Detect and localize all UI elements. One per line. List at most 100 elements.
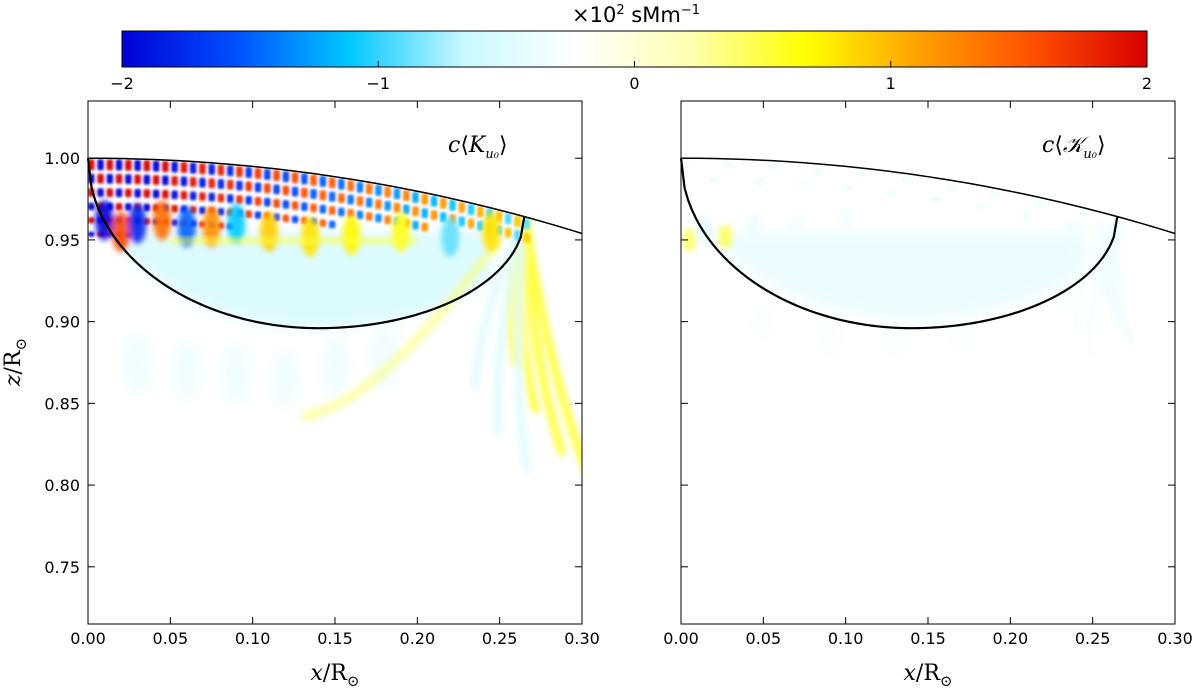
colorbar-tick-label: −1 xyxy=(366,74,390,93)
lobe xyxy=(172,340,201,401)
oscillation-cell xyxy=(125,159,132,171)
oscillation-cell xyxy=(106,188,114,197)
oscillation-cell xyxy=(106,159,114,171)
oscillation-cell xyxy=(273,184,280,195)
oscillation-cell xyxy=(328,191,336,202)
mid-band xyxy=(342,215,361,256)
mid-band xyxy=(698,219,713,244)
oscillation-cell xyxy=(421,193,428,205)
oscillation-cell xyxy=(189,162,197,174)
oscillation-cell xyxy=(797,181,808,186)
oscillation-cell xyxy=(319,175,327,187)
oscillation-cell xyxy=(393,188,401,200)
oscillation-cell xyxy=(171,205,178,213)
oscillation-cell xyxy=(97,173,104,184)
ray-interior-fill xyxy=(104,221,492,329)
mid-band xyxy=(682,227,697,252)
oscillation-cell xyxy=(217,193,225,203)
oscillation-cell xyxy=(125,203,132,211)
oscillation-cell xyxy=(236,195,243,204)
mid-band xyxy=(748,214,763,239)
oscillation-cell xyxy=(467,204,475,216)
oscillation-cell xyxy=(134,189,141,198)
oscillation-cell xyxy=(171,190,178,200)
oscillation-cell xyxy=(180,176,188,187)
oscillation-cell xyxy=(282,200,290,209)
oscillation-cell xyxy=(143,160,151,172)
oscillation-cell xyxy=(328,177,336,189)
oscillation-cell xyxy=(227,165,234,177)
x-tick-label: 0.15 xyxy=(910,629,946,648)
oscillation-cell xyxy=(254,168,262,179)
oscillation-cell xyxy=(356,196,364,206)
mid-band xyxy=(482,211,501,252)
mid-band xyxy=(227,203,246,244)
oscillation-cell xyxy=(88,202,95,211)
oscillation-cell xyxy=(946,184,957,189)
x-tick-label: 0.20 xyxy=(993,629,1029,648)
oscillation-cell xyxy=(273,170,280,181)
oscillation-cell xyxy=(227,194,234,203)
mid-band xyxy=(153,200,172,241)
panel-label-right: c⟨𝒦u₀⟩ xyxy=(1042,133,1106,162)
oscillation-cell xyxy=(162,190,169,199)
axis-ticks-right: 0.00 0.05 0.10 0.15 0.20 0.25 0.30 xyxy=(663,101,1193,648)
oscillation-cell xyxy=(208,192,215,202)
oscillation-cell xyxy=(375,199,382,210)
oscillation-cell xyxy=(199,163,206,175)
oscillation-cell xyxy=(208,163,215,175)
x-tick-label: 0.30 xyxy=(564,629,600,648)
oscillation-cell xyxy=(115,203,123,211)
fringe xyxy=(513,211,532,474)
oscillation-cell xyxy=(97,159,104,171)
oscillation-cell xyxy=(199,177,206,188)
oscillation-cell xyxy=(134,174,141,185)
oscillation-cell xyxy=(310,189,317,199)
oscillation-cell xyxy=(180,191,188,200)
ray-interior-fill xyxy=(697,211,1085,319)
x-tick-label: 0.30 xyxy=(1157,629,1193,648)
oscillation-cell xyxy=(338,207,345,217)
oscillation-cell xyxy=(365,212,373,221)
oscillation-cell xyxy=(975,204,986,209)
oscillation-cell xyxy=(301,202,308,211)
oscillation-cell xyxy=(753,179,764,184)
oscillation-cell xyxy=(180,162,188,173)
lobe xyxy=(815,319,844,356)
colorbar-tick-label: 0 xyxy=(629,74,639,93)
y-tick-label: 0.85 xyxy=(44,394,80,413)
oscillation-cell xyxy=(245,210,252,218)
fringe xyxy=(470,211,529,391)
oscillation-cell xyxy=(430,210,438,220)
oscillation-cell xyxy=(301,187,308,198)
mid-band xyxy=(128,203,147,244)
negative-kernel-region xyxy=(697,211,1085,319)
oscillation-cell xyxy=(189,191,197,201)
oscillation-cell xyxy=(115,174,123,184)
mid-band xyxy=(441,216,460,257)
oscillation-cell xyxy=(171,176,178,186)
oscillation-cell xyxy=(421,222,428,232)
oscillation-cell xyxy=(514,230,521,241)
kernel-field-left xyxy=(88,101,582,474)
colorbar-tick-label: 1 xyxy=(886,74,896,93)
mid-band xyxy=(838,208,853,233)
x-tick-label: 0.05 xyxy=(153,629,189,648)
x-tick-label: 0.25 xyxy=(482,629,518,648)
y-tick-label: 0.75 xyxy=(44,558,80,577)
mid-band xyxy=(789,211,804,236)
oscillation-cell xyxy=(236,166,243,178)
heatmap-field-right xyxy=(681,101,1175,357)
oscillation-cell xyxy=(291,186,299,197)
oscillation-cell xyxy=(504,227,512,238)
mid-band xyxy=(718,224,733,249)
oscillation-cell xyxy=(328,206,336,215)
oscillation-cell xyxy=(477,206,484,218)
y-tick-label: 0.90 xyxy=(44,313,80,332)
oscillation-cell xyxy=(412,191,419,203)
colorbar: ×102 sMm−1 −2 −1 0 1 2 xyxy=(110,3,1152,93)
oscillation-cell xyxy=(886,190,897,195)
oscillation-cell xyxy=(514,215,521,227)
surface-oscillations xyxy=(88,159,530,243)
lower-lobes xyxy=(123,327,399,409)
